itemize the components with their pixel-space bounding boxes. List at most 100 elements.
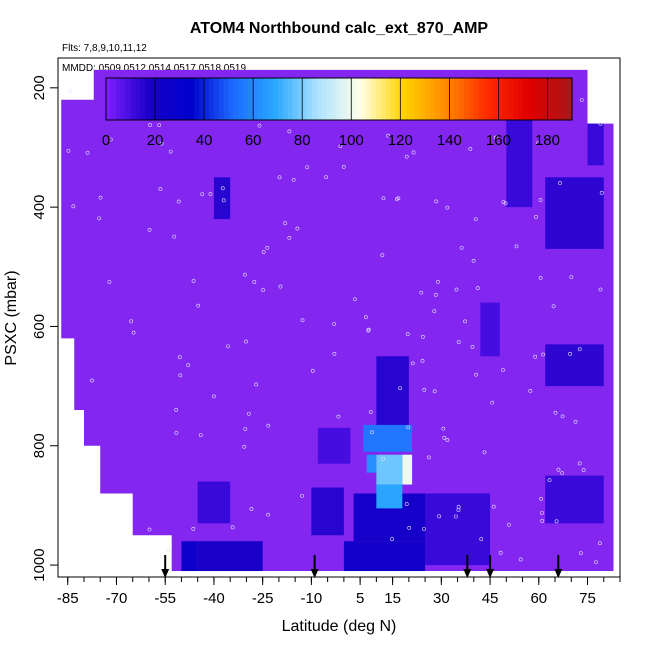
- sample-marker: [66, 148, 71, 153]
- colorbar-segment: [258, 78, 264, 120]
- colorbar-segment: [483, 78, 490, 120]
- colorbar-segment: [503, 78, 509, 120]
- sample-marker: [398, 386, 402, 391]
- colorbar-segment: [120, 78, 127, 120]
- sample-marker: [366, 327, 371, 332]
- colorbar-segment: [449, 78, 455, 120]
- sample-marker: [598, 287, 603, 292]
- sample-marker: [463, 319, 467, 324]
- sample-marker: [581, 468, 586, 472]
- sample-marker: [594, 560, 598, 565]
- sample-marker: [421, 527, 426, 531]
- colorbar-segment: [522, 78, 529, 120]
- colorbar-segment: [400, 78, 406, 120]
- colorbar-segment: [518, 78, 524, 120]
- heatmap-cell: [376, 484, 403, 509]
- sample-marker: [220, 186, 225, 191]
- sample-marker: [368, 410, 373, 414]
- sample-marker: [421, 334, 425, 339]
- sample-marker: [168, 149, 173, 154]
- sample-marker: [406, 425, 411, 430]
- colorbar-segment: [277, 78, 284, 120]
- colorbar-segment: [174, 78, 181, 120]
- sample-marker: [129, 319, 134, 324]
- colorbar-segment: [375, 78, 382, 120]
- colorbar-segment: [351, 78, 357, 120]
- sample-marker: [407, 525, 412, 530]
- colorbar-segment: [459, 78, 465, 120]
- colorbar-segment: [238, 78, 244, 120]
- sample-marker: [381, 456, 385, 461]
- colorbar-segment: [464, 78, 470, 120]
- sample-marker: [434, 199, 439, 204]
- sample-marker: [221, 198, 226, 203]
- y-axis: 200 400 600 800 1000: [31, 75, 58, 582]
- colorbar-segment: [106, 78, 112, 120]
- sample-marker: [498, 550, 503, 555]
- sample-marker: [599, 190, 604, 195]
- heatmap-cell: [197, 481, 231, 524]
- sample-marker: [381, 196, 386, 201]
- colorbar-tick-label: 40: [196, 132, 213, 149]
- heatmap-cell: [213, 177, 231, 220]
- sample-marker: [410, 361, 415, 366]
- sample-marker: [97, 216, 102, 221]
- sample-marker: [468, 147, 473, 151]
- sample-marker: [196, 303, 201, 308]
- colorbar-segment: [552, 78, 558, 120]
- sample-marker: [242, 444, 247, 449]
- sample-marker: [528, 389, 533, 393]
- colorbar-segment: [513, 78, 519, 120]
- colorbar-segment: [169, 78, 176, 120]
- sample-marker: [454, 287, 459, 292]
- colorbar-segment: [145, 78, 151, 120]
- colorbar-segment: [218, 78, 225, 120]
- flights-label: Flts: 7,8,9,10,11,12: [62, 43, 147, 54]
- sample-marker: [305, 165, 310, 169]
- y-tick-label: 800: [31, 433, 48, 458]
- dates-label: MMDD: 0509,0512,0514,0517,0518,0519: [62, 63, 246, 74]
- sample-marker: [172, 234, 177, 239]
- x-tick-label: -25: [252, 590, 274, 607]
- x-tick-label: 75: [579, 590, 596, 607]
- colorbar-segment: [478, 78, 485, 120]
- colorbar-segment: [204, 78, 210, 120]
- sample-marker: [433, 293, 438, 297]
- sample-marker: [558, 181, 562, 185]
- colorbar-tick-label: 180: [535, 132, 560, 149]
- sample-marker: [534, 215, 538, 219]
- sample-marker: [453, 514, 458, 519]
- sample-marker: [554, 519, 559, 524]
- sample-marker: [514, 244, 519, 249]
- colorbar-segment: [282, 78, 289, 120]
- colorbar-segment: [498, 78, 504, 120]
- colorbar-segment: [415, 78, 421, 120]
- colorbar-segment: [253, 78, 259, 120]
- colorbar-segment: [267, 78, 274, 120]
- sample-marker: [577, 347, 582, 352]
- sample-marker: [380, 253, 385, 258]
- colorbar-segment: [209, 78, 215, 120]
- sample-marker: [471, 258, 476, 263]
- sample-marker: [244, 339, 248, 344]
- sample-marker: [456, 508, 461, 512]
- sample-marker: [277, 175, 282, 180]
- sample-marker: [90, 378, 94, 383]
- sample-marker: [261, 288, 265, 293]
- colorbar-segment: [302, 78, 308, 120]
- sample-marker: [551, 304, 556, 309]
- sample-marker: [336, 414, 341, 419]
- sample-marker: [178, 373, 183, 378]
- colorbar-segment: [356, 78, 362, 120]
- colorbar-segment: [468, 78, 475, 120]
- sample-marker: [442, 436, 447, 440]
- sample-marker: [432, 389, 437, 394]
- sample-marker: [338, 144, 343, 149]
- colorbar-segment: [488, 78, 495, 120]
- x-tick-label: -85: [57, 590, 79, 607]
- arrow-markers: [161, 555, 563, 578]
- sample-marker: [230, 525, 235, 530]
- plot-frame: [57, 57, 621, 578]
- heatmap-cell: [363, 424, 413, 452]
- sample-marker: [159, 141, 164, 146]
